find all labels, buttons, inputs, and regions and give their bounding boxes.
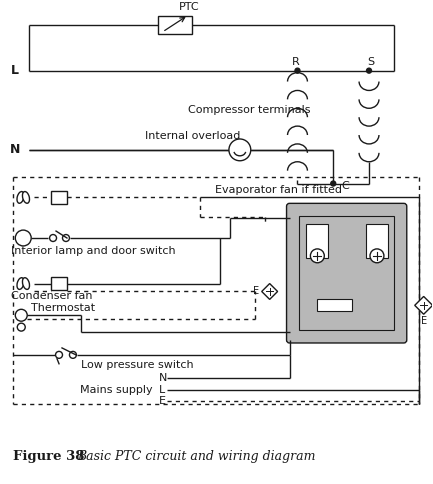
Text: N: N [158, 373, 167, 383]
Text: Figure 38: Figure 38 [13, 451, 85, 463]
Circle shape [49, 235, 57, 242]
Circle shape [370, 249, 384, 263]
Circle shape [366, 68, 372, 73]
Circle shape [295, 68, 300, 73]
Circle shape [15, 309, 27, 321]
Text: Internal overload: Internal overload [145, 131, 241, 141]
Ellipse shape [17, 278, 24, 289]
Circle shape [69, 351, 76, 358]
Bar [317, 300, 352, 311]
Circle shape [62, 235, 69, 242]
Text: E: E [252, 287, 259, 297]
Bar [300, 216, 394, 330]
Text: C: C [341, 181, 349, 191]
Polygon shape [415, 296, 433, 314]
Bar [51, 191, 67, 204]
Circle shape [55, 351, 62, 358]
Circle shape [310, 249, 324, 263]
Text: L: L [158, 384, 165, 394]
Text: Mains supply: Mains supply [80, 384, 152, 394]
Bar [51, 277, 67, 290]
Circle shape [17, 323, 25, 331]
Ellipse shape [23, 278, 29, 289]
Text: L: L [11, 64, 19, 77]
Text: S: S [368, 57, 375, 67]
Text: Low pressure switch: Low pressure switch [81, 360, 194, 370]
Text: Basic PTC circuit and wiring diagram: Basic PTC circuit and wiring diagram [77, 451, 315, 463]
Text: R: R [291, 57, 299, 67]
Text: E: E [158, 396, 165, 407]
Bar [366, 224, 388, 258]
Text: Compressor terminals: Compressor terminals [188, 105, 311, 115]
Ellipse shape [17, 192, 24, 203]
Circle shape [15, 230, 31, 246]
Text: Evaporator fan if fitted: Evaporator fan if fitted [215, 185, 342, 196]
Text: Condenser fan: Condenser fan [11, 291, 93, 302]
Text: E: E [420, 316, 427, 326]
Bar [158, 16, 192, 34]
Circle shape [331, 181, 336, 186]
Text: PTC: PTC [179, 2, 200, 12]
Circle shape [229, 139, 251, 161]
Ellipse shape [23, 192, 29, 203]
Polygon shape [262, 284, 278, 300]
Bar [307, 224, 328, 258]
Text: N: N [10, 143, 20, 156]
FancyBboxPatch shape [287, 203, 407, 343]
Text: Interior lamp and door switch: Interior lamp and door switch [11, 246, 176, 256]
Text: Thermostat: Thermostat [31, 303, 95, 313]
